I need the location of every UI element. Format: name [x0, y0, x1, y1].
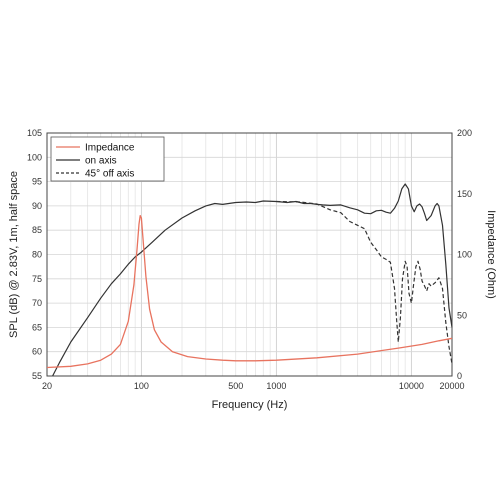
- y-tick-label: 100: [27, 152, 42, 162]
- y-tick-label: 105: [27, 128, 42, 138]
- y2-tick-label: 50: [457, 310, 467, 320]
- x-tick-label: 20: [42, 381, 52, 391]
- x-axis-label: Frequency (Hz): [212, 399, 288, 411]
- y-tick-label: 95: [32, 177, 42, 187]
- y-tick-label: 80: [32, 250, 42, 260]
- y-tick-label: 90: [32, 201, 42, 211]
- legend-label: 45° off axis: [85, 169, 134, 180]
- legend-box: [50, 136, 165, 182]
- plot-frame: [46, 132, 453, 377]
- x-tick-label: 10000: [399, 381, 424, 391]
- series-line-45-off-axis: [276, 200, 453, 365]
- y-tick-label: 75: [32, 274, 42, 284]
- y-tick-label: 55: [32, 371, 42, 381]
- y2-tick-label: 200: [457, 128, 472, 138]
- y-axis-label: SPL (dB) @ 2.83V, 1m, half space: [8, 171, 20, 338]
- x-tick-label: 1000: [266, 381, 286, 391]
- legend: Impedance on axis 45° off axis: [50, 136, 165, 182]
- y2-axis-label: Impedance (Ohm): [485, 210, 497, 299]
- x-tick-label: 500: [228, 381, 243, 391]
- x-tick-label: 20000: [439, 381, 464, 391]
- legend-label: on axis: [85, 156, 117, 167]
- series-line-impedance: [46, 214, 453, 369]
- y2-tick-label: 100: [457, 250, 472, 260]
- y-tick-label: 65: [32, 322, 42, 332]
- y-tick-label: 85: [32, 225, 42, 235]
- legend-label: Impedance: [85, 143, 135, 154]
- y2-tick-label: 0: [457, 371, 462, 381]
- series-line-on-axis: [52, 183, 453, 377]
- x-tick-label: 100: [134, 381, 149, 391]
- series-layer: [46, 183, 453, 377]
- y2-tick-label: 150: [457, 189, 472, 199]
- y-tick-label: 60: [32, 347, 42, 357]
- ticks: 20 100 500 1000 10000 20000556065707580859095…: [27, 128, 472, 391]
- y-tick-label: 70: [32, 298, 42, 308]
